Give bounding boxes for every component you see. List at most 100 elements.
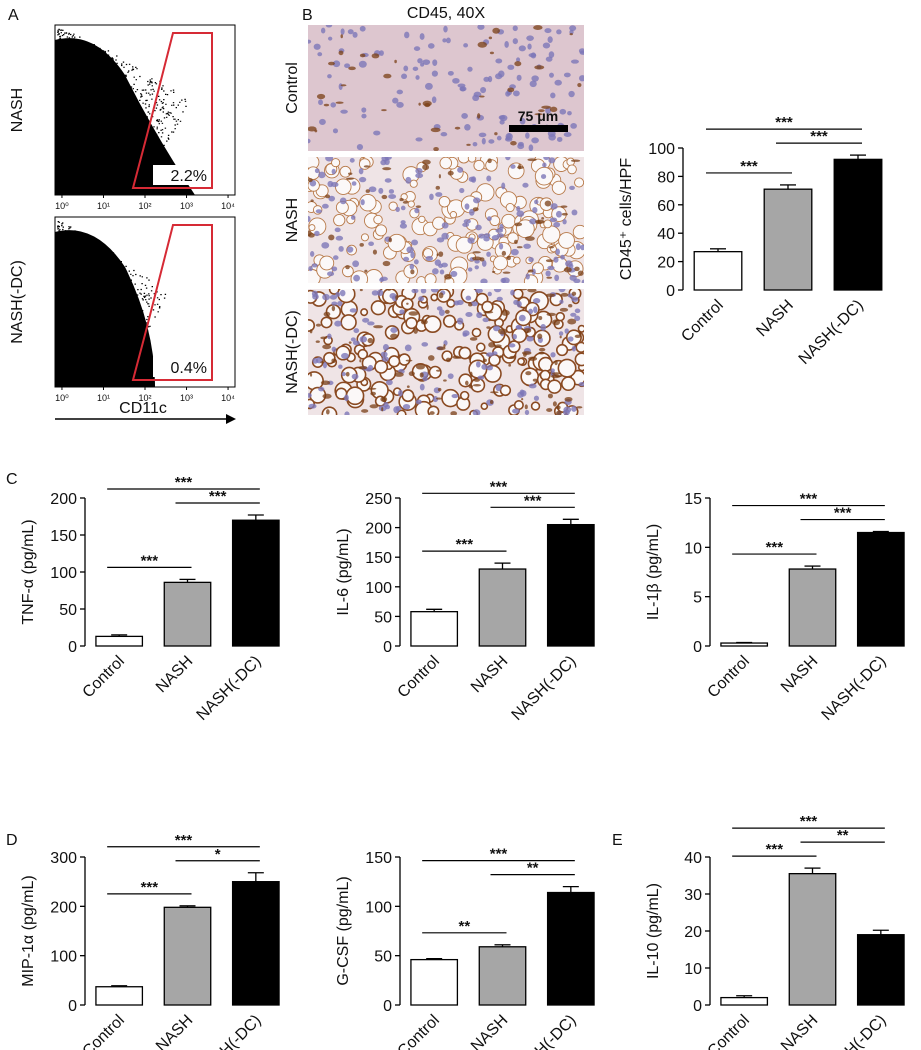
x-tick-label: NASH(-DC)	[509, 653, 580, 724]
nucleus	[519, 389, 525, 396]
stain	[363, 165, 370, 168]
nucleus	[569, 185, 575, 190]
y-tick-label: 15	[684, 491, 702, 508]
nucleus	[456, 317, 464, 325]
nucleus	[486, 365, 493, 371]
nucleus	[432, 396, 438, 403]
nucleus	[548, 157, 556, 164]
scale-bar	[509, 125, 568, 132]
nucleus	[430, 289, 439, 293]
y-tick-label: 200	[50, 491, 77, 508]
nucleus	[574, 315, 581, 322]
stain	[491, 270, 496, 273]
nucleus	[532, 206, 538, 214]
y-tick-label: 30	[684, 887, 702, 904]
stain	[323, 103, 330, 107]
nucleus	[559, 108, 567, 115]
nucleus	[329, 294, 338, 300]
stain	[546, 312, 556, 317]
nucleus	[314, 168, 320, 174]
nucleus	[378, 187, 384, 194]
nucleus	[486, 251, 491, 257]
nucleus	[384, 157, 392, 160]
x-tick-label: NASH	[778, 653, 821, 696]
stain	[468, 303, 473, 307]
vacuole	[480, 402, 489, 411]
nucleus	[413, 46, 421, 51]
y-tick-label: 40	[684, 850, 702, 867]
vacuole	[539, 369, 551, 381]
stain	[472, 256, 482, 261]
nucleus	[344, 63, 351, 69]
nucleus	[321, 203, 329, 209]
vacuole	[370, 300, 386, 316]
nucleus	[571, 405, 577, 412]
y-tick-label: 50	[374, 949, 392, 966]
nucleus	[352, 260, 360, 268]
flow-row-label: NASH	[9, 88, 26, 132]
nucleus	[327, 271, 335, 277]
vacuole	[308, 319, 316, 332]
stain	[438, 292, 444, 299]
stain	[382, 167, 392, 171]
stain	[563, 267, 572, 273]
y-tick-label: 100	[365, 580, 392, 597]
nucleus	[334, 227, 341, 233]
nucleus	[415, 399, 422, 405]
x-tick-label: Control	[395, 653, 443, 701]
nucleus	[368, 186, 377, 193]
stain	[548, 246, 555, 249]
nucleus	[390, 327, 398, 334]
stain	[545, 259, 554, 263]
micrograph-row-label: NASH(-DC)	[284, 310, 301, 394]
nucleus	[377, 289, 384, 297]
vacuole	[513, 399, 524, 411]
y-axis-label: IL-6 (pg/mL)	[335, 528, 352, 615]
significance-label: ***	[810, 128, 828, 145]
stain	[348, 341, 352, 344]
x-tick-label: 10¹	[97, 201, 110, 211]
x-tick-label: 10⁰	[55, 201, 69, 211]
y-tick-label: 50	[374, 609, 392, 626]
y-tick-label: 20	[684, 924, 702, 941]
nucleus	[308, 39, 312, 44]
nucleus	[379, 277, 385, 282]
nucleus	[575, 243, 581, 251]
vacuole	[360, 233, 369, 242]
stain	[556, 405, 561, 410]
nucleus	[327, 74, 332, 79]
nucleus	[550, 368, 555, 373]
nucleus	[477, 25, 485, 30]
stain	[359, 53, 366, 58]
stain	[308, 126, 317, 132]
nucleus	[515, 324, 523, 330]
nucleus	[419, 33, 425, 40]
stain	[554, 360, 558, 366]
stain	[545, 293, 556, 298]
nucleus	[462, 332, 468, 337]
nucleus	[517, 143, 525, 150]
nucleus	[550, 352, 556, 358]
nucleus	[545, 270, 551, 277]
nucleus	[554, 79, 562, 86]
nucleus	[340, 109, 348, 114]
significance-label: **	[527, 860, 539, 877]
nucleus	[571, 209, 578, 216]
y-tick-label: 50	[59, 602, 77, 619]
stain	[415, 364, 426, 370]
micrograph-bg	[308, 25, 584, 151]
stain	[564, 396, 573, 402]
nucleus	[483, 76, 490, 82]
stain	[514, 239, 518, 244]
nucleus	[320, 27, 326, 34]
nucleus	[528, 144, 534, 151]
nucleus	[516, 205, 521, 212]
nucleus	[465, 311, 473, 317]
nucleus	[335, 291, 341, 297]
stain	[381, 109, 387, 112]
nucleus	[512, 334, 517, 340]
stain	[527, 289, 537, 293]
nucleus	[340, 28, 345, 35]
stain	[544, 200, 552, 207]
nucleus	[516, 57, 521, 63]
